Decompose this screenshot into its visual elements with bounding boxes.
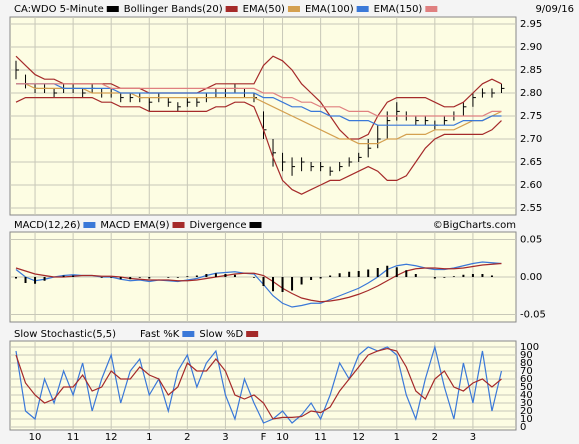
legend-swatch: [172, 222, 185, 228]
y-tick-label: 2.65: [520, 157, 542, 168]
y-tick-label: 60: [520, 374, 533, 385]
legend-swatch: [225, 6, 238, 12]
y-tick-label: 2.70: [520, 134, 542, 145]
y-tick-label: 10: [520, 414, 533, 425]
x-tick-label: 11: [67, 432, 80, 443]
x-tick-label: 1: [394, 432, 400, 443]
legend-swatch: [356, 6, 369, 12]
x-tick-label: 3: [470, 432, 476, 443]
x-tick-label: 12: [352, 432, 365, 443]
legend-swatch: [287, 6, 300, 12]
legend-label: MACD(12,26): [14, 220, 81, 231]
y-tick-label: 20: [520, 406, 533, 417]
x-tick-label: 11: [314, 432, 327, 443]
legend-label: Divergence: [190, 220, 247, 231]
y-tick-label: -0.05: [520, 310, 546, 321]
x-tick-label: 1: [146, 432, 152, 443]
line: [16, 83, 502, 126]
copyright: ©BigCharts.com: [433, 220, 516, 231]
y-tick-label: 70: [520, 366, 533, 377]
x-tick-label: 12: [105, 432, 118, 443]
legend-label: Slow %D: [199, 329, 243, 340]
line: [15, 344, 503, 424]
y-tick-label: 50: [520, 382, 533, 393]
line: [15, 262, 502, 303]
y-tick-label: 2.75: [520, 111, 542, 122]
legend-label: CA:WDO 5-Minute: [14, 4, 104, 15]
y-tick-label: 100: [520, 342, 539, 353]
y-tick-label: 30: [520, 398, 533, 409]
y-tick-label: 0.05: [520, 235, 542, 246]
line: [16, 83, 502, 117]
legend-label: EMA(50): [243, 4, 285, 15]
legend-swatch: [182, 331, 195, 337]
legend-swatch: [246, 331, 259, 337]
y-tick-label: 2.85: [520, 65, 542, 76]
y-tick-label: 80: [520, 358, 533, 369]
line: [15, 96, 502, 195]
x-tick-label: F: [261, 432, 267, 443]
legend-label: EMA(150): [374, 4, 423, 15]
y-tick-label: 2.90: [520, 42, 542, 53]
legend-label: Fast %K: [140, 329, 180, 340]
date: 9/09/16: [535, 4, 574, 15]
y-tick-label: 2.55: [520, 203, 542, 214]
legend-swatch: [106, 6, 119, 12]
legend-label: MACD EMA(9): [100, 220, 169, 231]
legend-swatch: [425, 6, 438, 12]
x-tick-label: 2: [432, 432, 438, 443]
y-tick-label: 0: [520, 422, 526, 433]
line: [16, 83, 502, 145]
y-tick-label: 2.95: [520, 19, 542, 30]
legend-label: EMA(100): [305, 4, 354, 15]
x-tick-label: 10: [29, 432, 42, 443]
x-tick-label: 2: [184, 432, 190, 443]
y-tick-label: 2.80: [520, 88, 542, 99]
line: [15, 347, 502, 420]
panel-title: Slow Stochastic(5,5): [14, 329, 116, 340]
legend-swatch: [83, 222, 96, 228]
legend-swatch: [249, 222, 262, 228]
y-tick-label: 40: [520, 390, 533, 401]
legend-label: Bollinger Bands(20): [124, 4, 223, 15]
x-tick-label: 3: [222, 432, 228, 443]
y-tick-label: 2.60: [520, 180, 542, 191]
y-tick-label: 90: [520, 350, 533, 361]
x-tick-label: 10: [276, 432, 289, 443]
y-tick-label: 0.00: [520, 272, 542, 283]
